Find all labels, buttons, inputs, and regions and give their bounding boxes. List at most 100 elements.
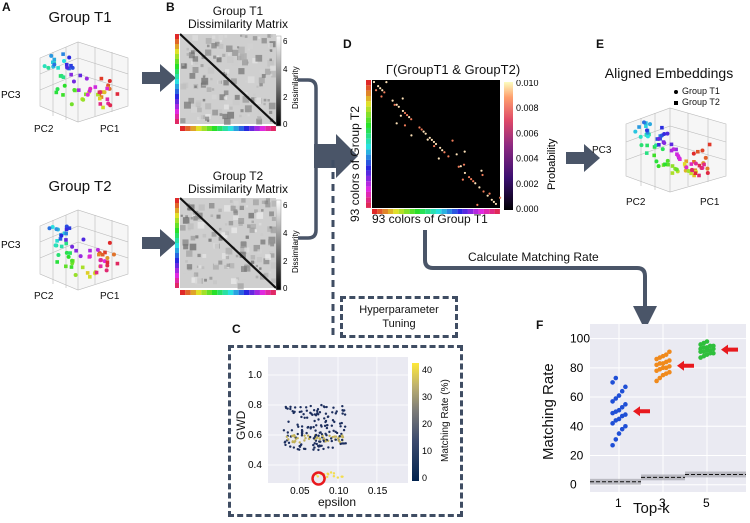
matrix-color-swatch xyxy=(227,126,234,131)
matching-rate-point xyxy=(619,426,625,432)
pca-point xyxy=(64,238,68,242)
matrix-cell xyxy=(219,113,223,117)
pca-point xyxy=(674,167,679,172)
matrix-color-swatch xyxy=(201,290,207,295)
tuning-point xyxy=(286,431,290,434)
matrix-color-swatch xyxy=(175,228,179,233)
gamma-point xyxy=(432,140,436,144)
pca-point xyxy=(666,162,670,167)
matrix-color-swatch xyxy=(180,126,186,131)
matrix-cell xyxy=(269,49,273,52)
matrix-color-swatch xyxy=(175,104,179,109)
tuning-point xyxy=(306,434,310,437)
tuning-point xyxy=(312,448,315,451)
matrix-color-swatch xyxy=(175,263,179,268)
matrix-cell xyxy=(225,247,233,255)
matrix-cell xyxy=(232,98,240,106)
gamma-color-swatch xyxy=(366,181,371,187)
pca-point xyxy=(652,153,657,158)
gamma-color-swatch xyxy=(489,209,495,214)
tuning-point xyxy=(338,422,342,425)
matrix-color-swatch xyxy=(175,34,179,39)
matrix-cell xyxy=(212,109,218,116)
matrix-cell xyxy=(271,278,276,284)
pca-point xyxy=(670,164,675,168)
pca-point xyxy=(642,120,647,125)
matching-rate-point xyxy=(619,388,625,394)
matrix-cell xyxy=(190,50,195,54)
pca-point xyxy=(105,263,110,268)
pca-point xyxy=(644,128,649,133)
tuning-point xyxy=(324,420,327,424)
pca-point xyxy=(671,147,676,152)
svg-text:6: 6 xyxy=(283,201,288,210)
gamma-color-swatch xyxy=(366,117,371,123)
matrix-cell xyxy=(209,276,213,280)
probability-tick: 0.006 xyxy=(516,128,539,138)
tuning-point xyxy=(334,435,338,438)
t1-axis-pc1: PC1 xyxy=(100,124,120,135)
gamma-color-swatch xyxy=(382,209,388,214)
hyperparameter-label: Hyperparameter Tuning xyxy=(340,303,458,331)
pca-point xyxy=(62,59,67,64)
matrix-cell xyxy=(188,52,195,59)
pca-point xyxy=(638,134,643,139)
tuning-point xyxy=(291,409,294,413)
matrix-cell xyxy=(239,114,242,118)
gamma-point xyxy=(481,173,484,177)
matrix-cell xyxy=(259,69,264,74)
matrix-color-swatch xyxy=(175,223,179,228)
matrix-color-swatch xyxy=(265,126,271,131)
matrix-cell xyxy=(219,39,223,43)
colorbar-tick: 20 xyxy=(422,419,432,429)
matrix-cell xyxy=(260,233,264,236)
tuning-point xyxy=(309,404,312,408)
tuning-point xyxy=(313,419,316,423)
gamma-point xyxy=(397,105,400,108)
pca-point xyxy=(93,85,98,89)
matrix-cell xyxy=(235,254,239,258)
tuning-point xyxy=(326,472,329,475)
matrix-cell xyxy=(190,216,194,220)
gamma-color-swatch xyxy=(372,209,378,214)
gamma-color-swatch xyxy=(483,209,490,214)
matching-rate-point xyxy=(660,365,666,371)
matrix-cell xyxy=(195,235,199,239)
gamma-point xyxy=(490,198,493,201)
matrix-color-swatch xyxy=(175,248,179,253)
gamma-point xyxy=(486,194,489,197)
tuning-point xyxy=(312,437,316,440)
matrix-cell xyxy=(205,103,212,110)
matrix-cell xyxy=(213,243,220,249)
tuning-point xyxy=(342,442,346,445)
tuning-point xyxy=(313,413,317,416)
pca-point xyxy=(692,173,696,178)
matrix-color-swatch xyxy=(211,290,218,295)
tuning-point xyxy=(334,438,337,441)
arrow-a-to-b-top xyxy=(142,64,176,92)
panel-d-label: D xyxy=(343,37,352,51)
matrix-cell xyxy=(205,114,211,120)
pca-point xyxy=(53,243,58,248)
matrix-cell xyxy=(267,34,271,38)
pca-point xyxy=(657,142,661,147)
matrix-cell xyxy=(182,239,189,246)
y-tick: 0.8 xyxy=(248,400,262,411)
matrix-cell xyxy=(180,118,186,124)
b-t1-title-line1: Group T1 xyxy=(212,4,264,18)
matrix-cell xyxy=(263,258,270,265)
gamma-point xyxy=(401,109,405,113)
matrix-color-swatch xyxy=(254,290,260,295)
gamma-color-swatch xyxy=(441,209,447,214)
matrix-cell xyxy=(225,231,229,236)
pca-point xyxy=(107,78,112,83)
matrix-cell xyxy=(247,76,255,84)
matrix-color-swatch xyxy=(211,126,218,131)
matrix-cell xyxy=(240,34,243,37)
pca-point xyxy=(707,142,712,147)
tuning-point xyxy=(290,429,294,432)
matrix-cell xyxy=(210,214,214,218)
y-tick: 0.4 xyxy=(248,460,262,471)
tuning-point xyxy=(312,425,315,429)
tuning-point xyxy=(323,405,326,409)
